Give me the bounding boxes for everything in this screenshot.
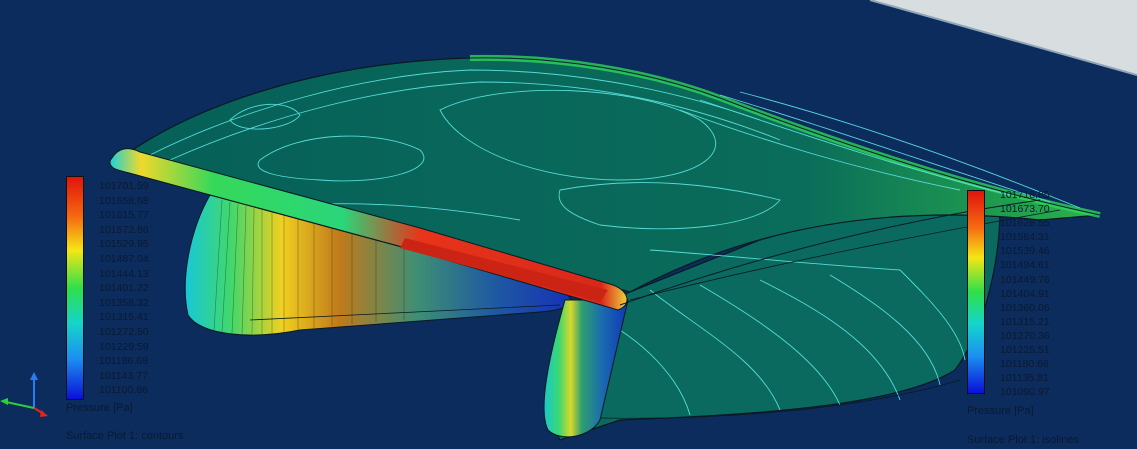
legend-value: 101401.22 bbox=[99, 282, 149, 295]
legend-value: 101584.31 bbox=[1000, 231, 1050, 244]
legend-value: 101180.66 bbox=[1000, 358, 1049, 371]
legend-value: 101444.13 bbox=[99, 267, 149, 280]
legend-value: 101315.21 bbox=[1000, 315, 1050, 328]
legend-value: 101494.61 bbox=[1000, 259, 1050, 272]
plot-name: Surface Plot 1: contours bbox=[66, 430, 184, 442]
legend-value: 101673.70 bbox=[1000, 203, 1050, 216]
legend-value: 101090.97 bbox=[1000, 386, 1050, 399]
legend-value: 101658.68 bbox=[99, 194, 149, 207]
legend-value: 101272.50 bbox=[99, 325, 149, 338]
legend-value: 101358.32 bbox=[99, 296, 149, 309]
legend-value: 101186.68 bbox=[99, 355, 148, 368]
legend-value: 101360.06 bbox=[1000, 301, 1050, 314]
legend-value: 101270.36 bbox=[1000, 329, 1050, 342]
legend-value: 101487.04 bbox=[99, 252, 149, 265]
legend-value: 101628.55 bbox=[1000, 217, 1050, 230]
legend-value: 101529.95 bbox=[99, 238, 149, 251]
legend-value: 101225.51 bbox=[1000, 344, 1050, 357]
legend-value: 101143.77 bbox=[99, 369, 148, 382]
legend-right: 101718.85 101673.70 101628.55 101584.31 … bbox=[967, 188, 1135, 449]
legend-value: 101572.86 bbox=[99, 223, 149, 236]
legend-value: 101701.59 bbox=[99, 180, 149, 192]
legend-value: 101449.76 bbox=[1000, 273, 1050, 286]
legend-value: 101100.86 bbox=[99, 384, 148, 397]
color-scale-bar bbox=[66, 176, 84, 400]
right-rudder bbox=[543, 299, 629, 438]
color-scale-bar bbox=[967, 190, 985, 394]
legend-value: 101615.77 bbox=[99, 209, 149, 222]
legend-quantity: Pressure [Pa] bbox=[66, 402, 133, 414]
legend-value: 101404.91 bbox=[1000, 287, 1050, 300]
coordinate-triad-icon[interactable] bbox=[0, 372, 50, 422]
plot-name: Surface Plot 1: isolines bbox=[967, 434, 1079, 446]
legend-value: 101718.85 bbox=[1000, 189, 1050, 201]
legend-left: 101701.59 101658.68 101615.77 101572.86 … bbox=[66, 174, 246, 444]
legend-value: 101315.41 bbox=[99, 311, 149, 324]
legend-value: 101135.81 bbox=[1000, 372, 1049, 385]
isolines bbox=[149, 69, 1081, 416]
legend-value: 101539.46 bbox=[1000, 245, 1050, 258]
legend-value: 101229.59 bbox=[99, 340, 149, 353]
legend-quantity: Pressure [Pa] bbox=[967, 405, 1034, 417]
